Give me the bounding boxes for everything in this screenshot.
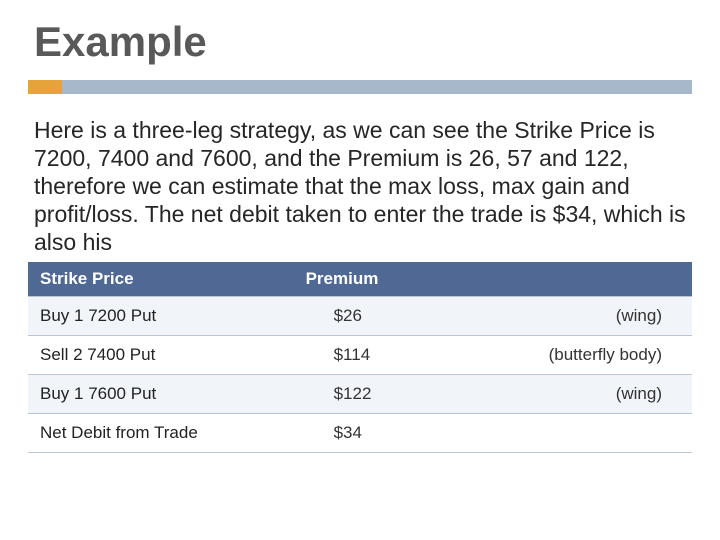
cell-type: (wing): [480, 297, 693, 336]
cell-type: (wing): [480, 375, 693, 414]
slide-body-text: Here is a three-leg strategy, as we can …: [28, 116, 692, 256]
col-header-premium: Premium: [294, 262, 480, 297]
cell-premium: $34: [294, 414, 480, 453]
table-row: Buy 1 7600 Put $122 (wing): [28, 375, 692, 414]
cell-premium: $114: [294, 336, 480, 375]
table-row: Sell 2 7400 Put $114 (butterfly body): [28, 336, 692, 375]
table-row: Buy 1 7200 Put $26 (wing): [28, 297, 692, 336]
cell-premium: $122: [294, 375, 480, 414]
accent-bar-small: [28, 80, 62, 94]
cell-premium: $26: [294, 297, 480, 336]
accent-bar: [28, 80, 692, 94]
col-header-type: [480, 262, 693, 297]
cell-strike: Sell 2 7400 Put: [28, 336, 294, 375]
slide-title: Example: [34, 18, 692, 66]
strategy-table-container: Strike Price Premium Buy 1 7200 Put $26 …: [28, 262, 692, 453]
cell-strike: Buy 1 7200 Put: [28, 297, 294, 336]
table-header-row: Strike Price Premium: [28, 262, 692, 297]
strategy-table: Strike Price Premium Buy 1 7200 Put $26 …: [28, 262, 692, 453]
col-header-strike: Strike Price: [28, 262, 294, 297]
cell-strike: Buy 1 7600 Put: [28, 375, 294, 414]
cell-strike: Net Debit from Trade: [28, 414, 294, 453]
accent-bar-large: [62, 80, 692, 94]
cell-type: (butterfly body): [480, 336, 693, 375]
table-row: Net Debit from Trade $34: [28, 414, 692, 453]
cell-type: [480, 414, 693, 453]
